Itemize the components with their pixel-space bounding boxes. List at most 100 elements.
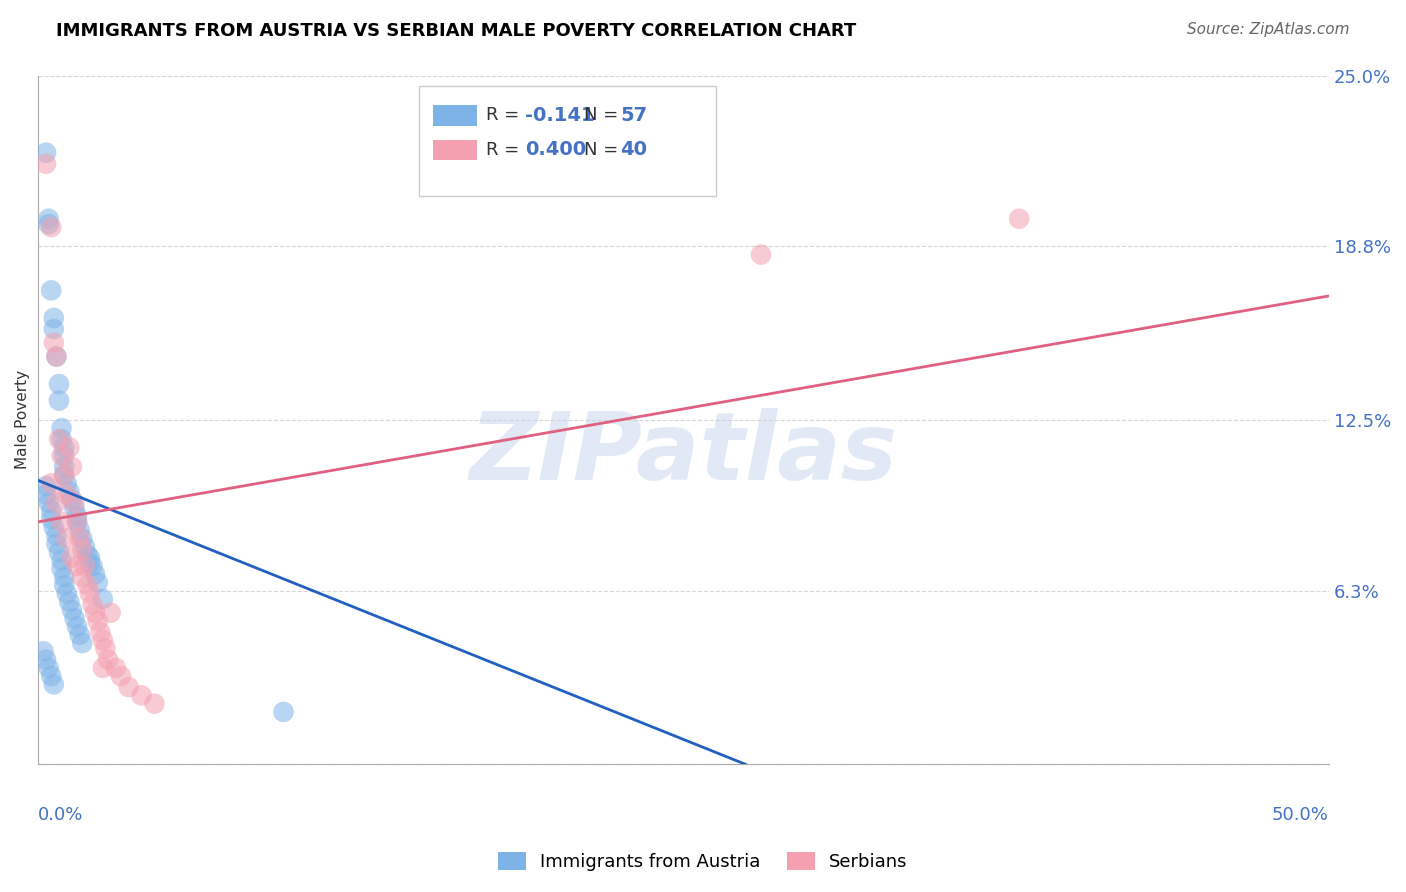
Point [131,689,153,703]
Point [118,680,141,694]
Point [42,335,65,350]
Point [58,441,80,455]
Point [51,449,73,463]
Point [51,562,73,576]
Point [45,528,67,542]
Point [749,247,772,261]
Point [51,432,73,446]
Point [91,661,114,675]
Point [39,669,62,683]
Text: 0.400: 0.400 [524,140,586,160]
Point [1008,211,1031,226]
Point [35,156,58,170]
Legend: Immigrants from Austria, Serbians: Immigrants from Austria, Serbians [491,845,915,879]
Point [82,558,104,573]
Point [70,542,93,557]
Text: 40: 40 [620,140,647,160]
Point [48,393,70,408]
Point [63,495,86,509]
Point [89,625,111,640]
Point [73,540,96,554]
Point [79,586,101,600]
Point [35,145,58,160]
Point [66,515,89,529]
Point [42,310,65,325]
Text: 0.0%: 0.0% [38,805,84,823]
Point [55,476,77,491]
Point [76,548,98,562]
Point [35,479,58,493]
Point [86,614,108,628]
Point [84,567,107,582]
Text: R =: R = [486,141,526,159]
Point [60,492,83,507]
Point [91,633,114,648]
Point [60,603,83,617]
Point [79,556,101,570]
Point [42,677,65,691]
Text: 57: 57 [620,106,648,125]
Text: 50.0%: 50.0% [1272,805,1329,823]
Point [60,459,83,474]
Point [63,611,86,625]
Text: R =: R = [486,106,526,125]
Point [110,669,132,683]
FancyBboxPatch shape [433,139,477,161]
Point [48,377,70,392]
Point [35,652,58,666]
Point [104,661,127,675]
Point [60,550,83,565]
Point [53,441,76,455]
Point [51,515,73,529]
Point [38,211,60,226]
Point [70,570,93,584]
Point [42,322,65,336]
Point [39,284,62,298]
Point [39,504,62,518]
Point [94,641,117,656]
FancyBboxPatch shape [433,105,477,126]
Point [76,578,98,592]
Point [58,484,80,499]
Point [70,636,93,650]
Text: -0.141: -0.141 [524,106,595,125]
Point [38,495,60,509]
Point [70,532,93,546]
Point [53,459,76,474]
Text: IMMIGRANTS FROM AUSTRIA VS SERBIAN MALE POVERTY CORRELATION CHART: IMMIGRANTS FROM AUSTRIA VS SERBIAN MALE … [56,22,856,40]
Point [39,220,62,235]
Point [82,598,104,612]
Point [66,515,89,529]
Point [39,476,62,491]
FancyBboxPatch shape [419,86,716,196]
Point [66,558,89,573]
Point [45,537,67,551]
Point [66,619,89,633]
Point [55,586,77,600]
Point [48,432,70,446]
Point [69,532,91,546]
Point [86,575,108,590]
Text: N =: N = [585,106,624,125]
Point [39,512,62,526]
Point [45,350,67,364]
Point [66,509,89,524]
Point [55,487,77,501]
Point [84,606,107,620]
Point [45,350,67,364]
Point [51,553,73,567]
Point [32,644,55,658]
Point [97,652,120,666]
Point [53,468,76,483]
Point [69,523,91,537]
Y-axis label: Male Poverty: Male Poverty [15,370,30,469]
Point [53,449,76,463]
Point [63,501,86,516]
Text: N =: N = [585,141,624,159]
Point [38,661,60,675]
Point [273,705,295,719]
Point [58,595,80,609]
Point [79,550,101,565]
Point [100,606,122,620]
Point [69,628,91,642]
